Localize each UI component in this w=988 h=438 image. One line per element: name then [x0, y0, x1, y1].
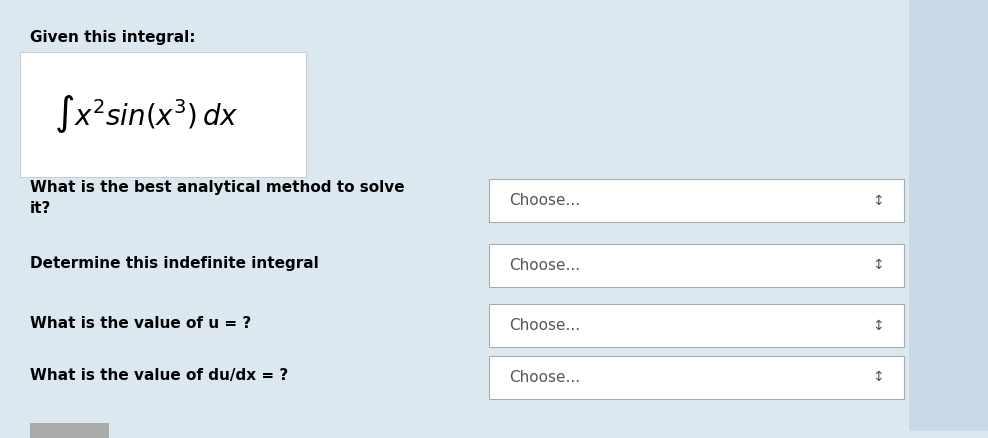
FancyBboxPatch shape [489, 244, 904, 287]
FancyBboxPatch shape [489, 356, 904, 399]
Text: Determine this indefinite integral: Determine this indefinite integral [30, 255, 318, 271]
Text: Choose...: Choose... [509, 318, 580, 333]
Text: Choose...: Choose... [509, 258, 580, 273]
Text: ↕: ↕ [872, 318, 884, 332]
FancyBboxPatch shape [909, 0, 988, 431]
FancyBboxPatch shape [30, 423, 109, 438]
Text: What is the value of du/dx = ?: What is the value of du/dx = ? [30, 367, 288, 383]
FancyBboxPatch shape [20, 52, 306, 177]
Text: ↕: ↕ [872, 371, 884, 385]
Text: Choose...: Choose... [509, 370, 580, 385]
Text: Choose...: Choose... [509, 193, 580, 208]
FancyBboxPatch shape [489, 179, 904, 222]
Text: What is the value of u = ?: What is the value of u = ? [30, 316, 251, 331]
Text: Given this integral:: Given this integral: [30, 30, 196, 45]
FancyBboxPatch shape [489, 304, 904, 347]
Text: $\int x^2 \mathit{sin}(x^3)\, dx$: $\int x^2 \mathit{sin}(x^3)\, dx$ [54, 93, 239, 135]
Text: ↕: ↕ [872, 194, 884, 208]
Text: What is the best analytical method to solve
it?: What is the best analytical method to so… [30, 180, 404, 216]
Text: ↕: ↕ [872, 258, 884, 272]
